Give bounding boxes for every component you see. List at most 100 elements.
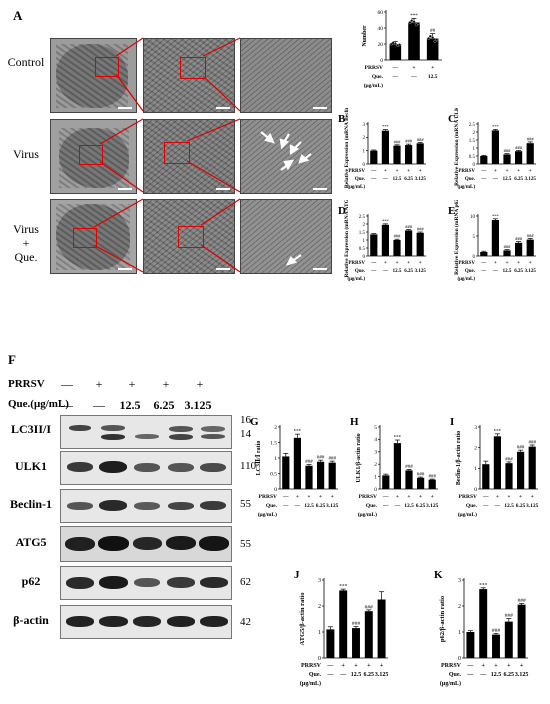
bar — [382, 475, 390, 489]
bar — [393, 145, 401, 164]
wb-kd-atg5: 55 — [240, 538, 251, 550]
blot-p62 — [60, 566, 232, 600]
bar — [370, 234, 378, 256]
treatment-row-label: Que. — [366, 503, 378, 509]
y-tick-label: 2 — [318, 604, 321, 610]
treatment-row-label: (μg/mL) — [457, 277, 475, 282]
treatment-mark: — — [394, 503, 401, 509]
significance-label: ### — [428, 475, 436, 480]
significance-label: ### — [305, 460, 313, 465]
treatment-mark: 3.125 — [326, 503, 339, 509]
data-point — [431, 36, 435, 40]
significance-label: ### — [505, 613, 514, 619]
y-tick-label: 0.5 — [469, 155, 476, 160]
bar — [526, 239, 534, 256]
wb-label-p62: p62 — [21, 574, 41, 588]
treatment-mark: + — [396, 261, 399, 266]
treatment-mark: 12.5 — [393, 177, 402, 182]
treatment-mark: 3.125 — [515, 672, 529, 678]
treatment-mark: — — [466, 672, 474, 678]
data-point — [412, 20, 416, 24]
significance-label: ### — [352, 621, 361, 627]
panel-letter: C — [448, 113, 456, 125]
y-tick-label: 1.5 — [469, 139, 476, 144]
treatment-mark: 12.5 — [304, 503, 314, 509]
bar — [503, 250, 511, 256]
treatment-row-label: (μg/mL) — [458, 511, 477, 518]
significance-label: *** — [382, 124, 390, 129]
bar — [293, 437, 301, 489]
treatment-mark: 6.25 — [404, 177, 413, 182]
bar — [328, 462, 336, 489]
treatment-mark: + — [481, 663, 485, 669]
treatment-mark: + — [529, 169, 532, 174]
wb-que-mark: — — [93, 398, 105, 412]
treatment-mark: + — [496, 494, 499, 500]
y-tick-label: 0 — [363, 255, 366, 260]
data-point — [408, 20, 412, 24]
bar — [480, 252, 488, 256]
wb-prrsv-mark: + — [196, 377, 204, 391]
y-tick-label: 1 — [458, 630, 461, 636]
y-tick-label: 3 — [318, 578, 321, 584]
treatment-mark: + — [396, 169, 399, 174]
bar — [491, 220, 499, 256]
treatment-row-label: Que. — [355, 269, 366, 274]
y-tick-label: 2 — [474, 445, 477, 451]
treatment-mark: 6.25 — [504, 672, 515, 678]
y-tick-label: 1 — [363, 239, 366, 244]
significance-label: *** — [394, 436, 402, 441]
bar — [517, 604, 526, 658]
panel-letter: B — [338, 113, 346, 125]
treatment-mark: — — [492, 177, 499, 182]
treatment-mark: 3.125 — [525, 269, 537, 274]
treatment-mark: + — [384, 169, 387, 174]
bar — [352, 628, 360, 658]
treatment-row-label: PRRSV — [301, 663, 322, 669]
significance-label: ### — [515, 236, 523, 241]
treatment-row-label: Que. — [466, 503, 478, 509]
treatment-mark: 6.25 — [364, 672, 375, 678]
treatment-mark: 3.125 — [526, 503, 539, 509]
y-tick-label: 1 — [363, 149, 366, 154]
treatment-mark: 12.5 — [491, 672, 502, 678]
chart-autophagosome-number: Number 0 20 40 60 *** ## PRRSV — + + Que. — — 12.5 (μg/… — [362, 10, 442, 89]
significance-label: *** — [492, 124, 500, 129]
em-control-mid — [143, 38, 235, 113]
em-control-high — [240, 38, 332, 113]
treatment-mark: + — [419, 261, 422, 266]
significance-label: ### — [405, 465, 413, 470]
wb-que-mark: — — [61, 398, 73, 412]
y-tick-label: 0 — [318, 656, 321, 662]
y-tick-label: 0 — [374, 487, 377, 493]
treatment-mark: — — [392, 74, 399, 80]
wb-prrsv-mark: + — [95, 377, 103, 391]
data-point — [428, 34, 432, 38]
treatment-mark: — — [480, 169, 487, 174]
y-tick-label: 4 — [374, 437, 377, 443]
wb-que-label: Que.(μg/mL) — [8, 398, 69, 410]
panel-letter: I — [450, 416, 454, 428]
significance-label: ### — [515, 145, 523, 150]
treatment-row-label: PRRSV — [365, 65, 383, 71]
treatment-mark: — — [382, 269, 389, 274]
treatment-mark: + — [296, 494, 299, 500]
significance-label: ### — [528, 440, 536, 445]
treatment-mark: — — [326, 663, 334, 669]
treatment-row-label: (μg/mL) — [258, 511, 277, 518]
y-tick-label: 2 — [363, 223, 366, 228]
row-label-virus-que: Virus + Que. — [13, 222, 39, 264]
wb-kd-lc3-upper: 16 — [240, 414, 251, 426]
bar — [364, 611, 373, 658]
bar — [305, 465, 313, 489]
y-tick-label: 3 — [474, 425, 477, 431]
bar — [491, 130, 499, 164]
treatment-mark: 6.25 — [416, 503, 426, 509]
treatment-mark: + — [341, 663, 345, 669]
em-virus-que-mid — [143, 199, 235, 274]
treatment-mark: — — [494, 503, 501, 509]
treatment-mark: + — [367, 663, 371, 669]
bar — [408, 22, 420, 60]
treatment-mark: + — [407, 261, 410, 266]
